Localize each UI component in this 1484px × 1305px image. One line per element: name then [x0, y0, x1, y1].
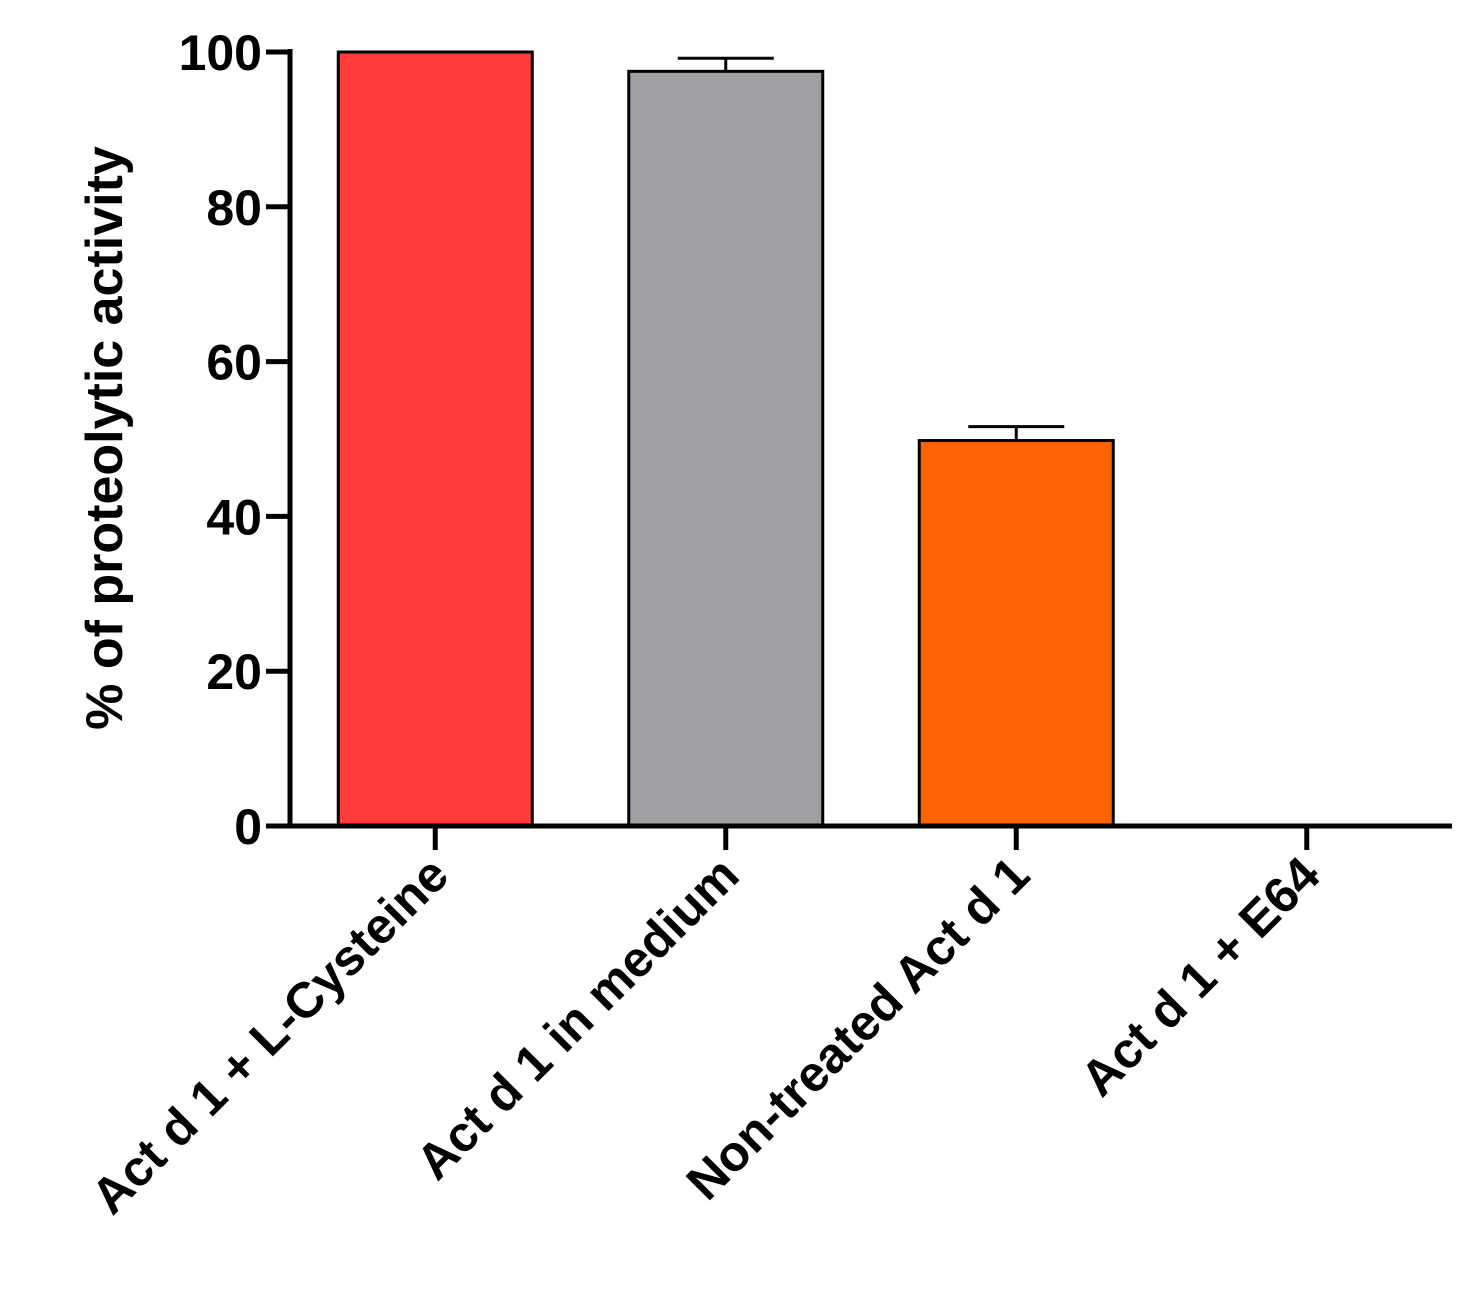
bar-2 [627, 69, 825, 828]
bars-layer [336, 50, 1115, 828]
y-tick-label-60: 60 [206, 335, 262, 391]
y-tick-label-80: 80 [206, 180, 262, 236]
y-tick-label-100: 100 [179, 25, 262, 81]
axes-layer [266, 49, 1452, 850]
x-category-label-4: Act d 1 + E64 [1070, 846, 1331, 1107]
y-tick-label-40: 40 [206, 489, 262, 545]
y-tick-label-0: 0 [234, 799, 262, 855]
bar-1 [336, 50, 534, 828]
x-category-label-1: Act d 1 + L-Cysteine [81, 846, 460, 1225]
y-axis-title: % of proteolytic activity [76, 146, 134, 730]
x-category-label-2: Act d 1 in medium [405, 846, 749, 1190]
bar-3 [917, 439, 1115, 828]
y-tick-label-20: 20 [206, 644, 262, 700]
